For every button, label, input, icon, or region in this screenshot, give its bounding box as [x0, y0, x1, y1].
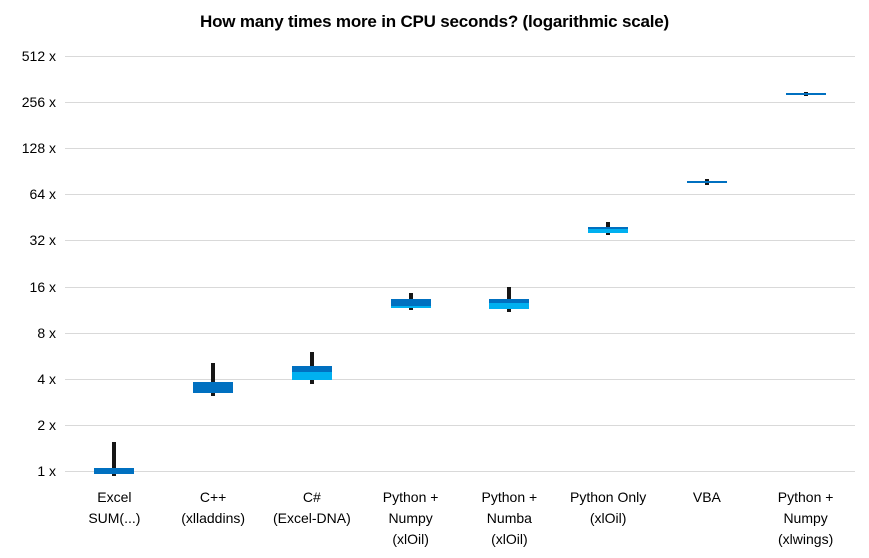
y-axis-label: 2 x [37, 416, 56, 433]
x-axis-label-line: C++ [199, 489, 227, 505]
gridline [65, 102, 855, 104]
x-axis-label: C++ (xlladdins) [164, 487, 263, 529]
x-axis-label: C# (Excel-DNA) [263, 487, 362, 529]
y-axis-label: 64 x [29, 186, 56, 203]
gridline [65, 286, 855, 288]
x-axis-label-line: SUM(...) [88, 510, 141, 526]
gridline [65, 332, 855, 334]
box-upper-segment [588, 226, 629, 230]
box-upper-segment [94, 467, 135, 475]
box-upper-segment [291, 365, 332, 372]
whisker [112, 441, 117, 476]
y-axis-label: 128 x [21, 140, 56, 157]
x-axis-label-line: (xlOil) [392, 531, 429, 547]
x-axis-label-line: (xlladdins) [181, 510, 246, 526]
gridline [65, 240, 855, 242]
x-axis-label-line: VBA [692, 489, 721, 505]
x-axis-label: VBA [658, 487, 757, 508]
x-axis-label: Python + Numpy (xlOil) [361, 487, 460, 550]
x-axis-label-line: Numpy [783, 510, 828, 526]
y-axis-label: 256 x [21, 94, 56, 111]
chart-title: How many times more in CPU seconds? (log… [200, 12, 669, 31]
x-axis-label-line: Python + [481, 489, 538, 505]
gridline [65, 424, 855, 426]
box-upper-segment [686, 180, 727, 184]
x-axis-label-line: Python Only [569, 489, 647, 505]
gridline [65, 148, 855, 150]
x-axis-label: Python + Numba (xlOil) [460, 487, 559, 550]
y-axis-label: 16 x [29, 278, 56, 295]
gridline [65, 378, 855, 380]
box-upper-segment [193, 382, 234, 393]
x-axis-label-line: Numpy [388, 510, 433, 526]
gridline [65, 56, 855, 57]
box-lower-segment [588, 229, 629, 233]
x-axis-label-line: (Excel-DNA) [272, 510, 351, 526]
x-axis-label-line: Python + [382, 489, 439, 505]
box-lower-segment [291, 371, 332, 381]
box-upper-segment [390, 298, 431, 306]
x-axis-label: Python Only (xlOil) [559, 487, 658, 529]
x-axis-label: Python + Numpy (xlwings) [756, 487, 855, 550]
x-axis-label-line: (xlOil) [491, 531, 528, 547]
x-axis-label-line: Numba [486, 510, 532, 526]
whisker [211, 362, 216, 396]
box-upper-segment [785, 92, 826, 96]
x-axis-label-line: C# [302, 489, 321, 505]
x-axis-label-line: (xlOil) [589, 510, 627, 526]
box-lower-segment [390, 305, 431, 308]
gridline [65, 194, 855, 196]
y-axis-label: 1 x [37, 463, 56, 479]
x-axis-label-line: Excel [97, 489, 132, 505]
x-axis-label-line: Python + [777, 489, 834, 505]
box-lower-segment [489, 302, 530, 309]
x-axis-label: Excel SUM(...) [65, 487, 164, 529]
x-axis-label-line: (xlwings) [778, 531, 834, 547]
y-axis-label: 32 x [29, 232, 56, 249]
y-axis-label: 8 x [37, 324, 56, 341]
y-axis-label: 4 x [37, 370, 56, 387]
gridline [65, 471, 855, 472]
y-axis-label: 512 x [21, 48, 56, 64]
box-upper-segment [489, 299, 530, 303]
